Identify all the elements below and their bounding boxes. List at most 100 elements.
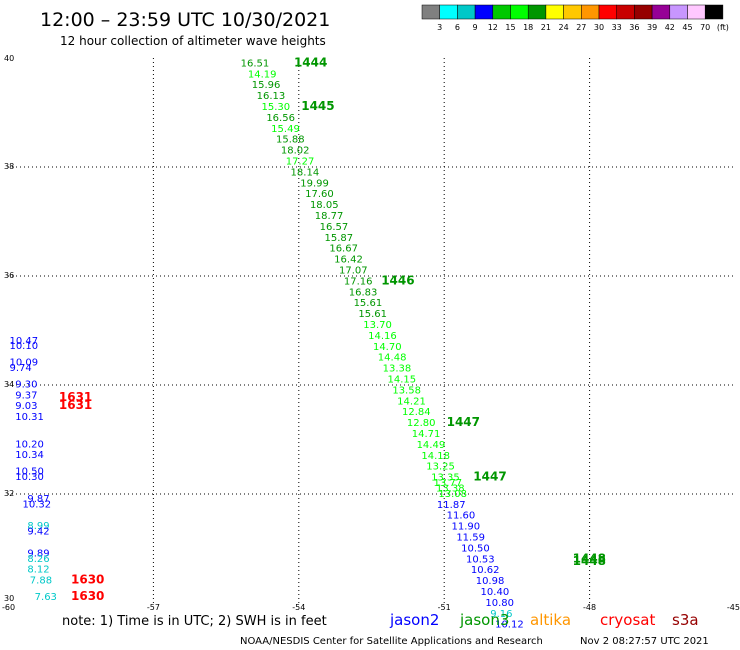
scale-swatch [598, 4, 617, 20]
scale-label: 30 [594, 23, 604, 32]
jason2-wave-value: 10.80 [485, 598, 514, 609]
jason3-wave-value: 16.42 [334, 255, 363, 266]
axis-tick-labels: -60 -57 -54 -51 -48 -45 30 32 34 36 38 40 [2, 54, 740, 612]
satellite-altika: altika [530, 611, 571, 629]
time-marker: 1631 [59, 390, 92, 404]
footer-credit: NOAA/NESDIS Center for Satellite Applica… [240, 636, 543, 647]
wave-height-color-scale: 3 6 9 12 15 18 21 24 27 30 33 36 39 42 45 70 (ft) [421, 4, 729, 32]
scale-label: 6 [455, 23, 460, 32]
jason2-wave-value: 8.99 [27, 521, 49, 532]
jason2-wave-value: 10.31 [15, 412, 44, 423]
jason3-wave-value: 15.96 [252, 80, 281, 91]
scale-label: 18 [523, 23, 533, 32]
jason2-wave-value: 9.74 [9, 363, 31, 374]
jason2-wave-value: 11.90 [451, 522, 480, 533]
jason2-wave-value: 9.37 [15, 390, 37, 401]
time-marker: 1444 [294, 55, 327, 69]
jason3-wave-value: 16.67 [329, 244, 358, 255]
jason2-wave-value: 10.50 [15, 467, 44, 478]
scale-swatch [510, 4, 529, 20]
scale-swatch [457, 4, 476, 20]
lon-tick-label: -45 [727, 603, 740, 612]
jason2-wave-value: 7.88 [30, 576, 52, 587]
jason2-wave-value: 10.62 [471, 565, 500, 576]
jason3-wave-value: 14.70 [373, 342, 402, 353]
lat-tick-label: 36 [4, 271, 14, 280]
time-marker: 1448 [573, 551, 606, 565]
jason2-wave-value: 11.60 [447, 511, 476, 522]
lat-lon-grid [8, 58, 735, 603]
jason2-wave-value: 10.12 [495, 620, 524, 631]
jason2-wave-value: 9.03 [15, 401, 37, 412]
lat-tick-label: 34 [4, 380, 14, 389]
jason3-wave-value: 14.16 [368, 331, 397, 342]
lat-tick-label: 32 [4, 489, 14, 498]
jason3-wave-value: 15.88 [276, 135, 305, 146]
jason2-wave-value: 10.20 [15, 439, 44, 450]
jason3-wave-value: 15.61 [358, 309, 387, 320]
jason3-wave-value: 13.58 [392, 385, 421, 396]
chart-title: 12:00 – 23:59 UTC 10/30/2021 [40, 9, 330, 31]
jason2-wave-value: 8.12 [27, 565, 49, 576]
jason2-wave-value: 10.30 [15, 472, 44, 483]
jason2-wave-value: 10.34 [15, 450, 44, 461]
time-marker: 1448 [573, 554, 606, 568]
wave-height-values: 16.5114.1915.9616.1315.3016.5615.4915.88… [9, 58, 523, 630]
jason2-wave-value: 9.30 [15, 379, 37, 390]
jason3-wave-value: 13.38 [383, 364, 412, 375]
scale-label: 39 [647, 23, 657, 32]
jason3-wave-value: 18.14 [291, 167, 320, 178]
jason3-wave-value: 17.16 [344, 276, 373, 287]
chart-subtitle: 12 hour collection of altimeter wave hei… [60, 34, 326, 48]
scale-label: 21 [541, 23, 551, 32]
lon-tick-label: -57 [147, 603, 160, 612]
satellite-cryosat: cryosat [600, 611, 655, 629]
scale-label: 24 [559, 23, 569, 32]
scale-label: 45 [682, 23, 692, 32]
scale-swatch [563, 4, 582, 20]
jason3-wave-value: 16.13 [257, 91, 286, 102]
jason3-wave-value: 16.56 [266, 113, 295, 124]
scale-label: (ft) [717, 23, 729, 32]
jason2-wave-value: 9.42 [27, 527, 49, 538]
jason3-wave-value: 15.30 [261, 102, 290, 113]
satellite-legend: jason2 jason3 altika cryosat s3a [389, 611, 699, 629]
jason2-wave-value: 10.09 [9, 358, 38, 369]
scale-swatch [581, 4, 600, 20]
scale-label: 9 [473, 23, 478, 32]
jason2-wave-value: 10.50 [461, 543, 490, 554]
scale-swatch [669, 4, 688, 20]
jason2-wave-value: 11.59 [456, 533, 485, 544]
jason3-wave-value: 13.38 [436, 483, 465, 494]
jason3-wave-value: 12.84 [402, 407, 431, 418]
footer-timestamp: Nov 2 08:27:57 UTC 2021 [580, 636, 709, 647]
scale-label: 33 [612, 23, 622, 32]
scale-label: 12 [488, 23, 498, 32]
jason2-wave-value: 9.89 [27, 548, 49, 559]
scale-swatch [492, 4, 511, 20]
scale-label: 15 [505, 23, 515, 32]
scale-swatch [651, 4, 671, 20]
jason2-wave-value: 10.10 [9, 341, 38, 352]
scale-label: 70 [700, 23, 710, 32]
lon-tick-label: -51 [438, 603, 451, 612]
jason3-wave-value: 17.60 [305, 189, 334, 200]
time-marker: 1447 [473, 470, 506, 484]
jason2-wave-value: 10.53 [466, 554, 495, 565]
lon-tick-label: -48 [583, 603, 596, 612]
jason3-wave-value: 14.18 [421, 451, 450, 462]
jason2-wave-value: 7.63 [35, 592, 57, 603]
jason3-wave-value: 13.25 [426, 462, 455, 473]
lon-tick-label: -54 [292, 603, 305, 612]
jason3-wave-value: 18.77 [315, 211, 344, 222]
jason3-wave-value: 14.21 [397, 396, 426, 407]
scale-swatch [421, 4, 440, 20]
time-marker: 1631 [59, 398, 92, 412]
time-markers: 1444144514461447144714481448163116311630… [59, 55, 606, 603]
lon-tick-label: -60 [2, 603, 15, 612]
jason3-wave-value: 13.70 [363, 320, 392, 331]
scale-label: 27 [576, 23, 586, 32]
scale-swatch [704, 4, 724, 20]
jason3-wave-value: 14.71 [412, 429, 441, 440]
scale-swatch [439, 4, 458, 20]
